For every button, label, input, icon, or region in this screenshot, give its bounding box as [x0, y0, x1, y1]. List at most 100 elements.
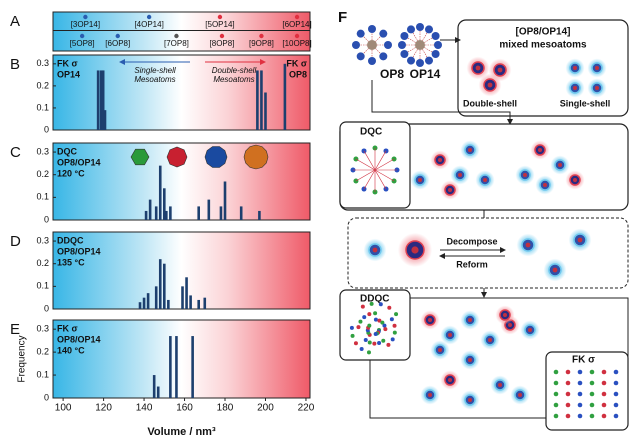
bar: [162, 188, 166, 220]
panel-background: [52, 11, 311, 52]
bar: [138, 302, 142, 309]
panel-note: OP8/OP14: [57, 246, 101, 256]
bar: [239, 206, 243, 220]
lattice-node: [565, 413, 571, 419]
mesoatom-core: [458, 173, 462, 177]
marker: [217, 14, 223, 20]
mesoatom-core: [468, 148, 472, 152]
marker-label: [6OP8]: [105, 39, 130, 48]
y-tick-label: 0.2: [36, 346, 49, 356]
lattice-node: [613, 413, 619, 419]
bar: [189, 295, 192, 309]
lattice-node: [577, 413, 583, 419]
dqc-label: DQC: [360, 127, 382, 138]
lattice-node: [392, 323, 397, 328]
lattice-node: [577, 402, 583, 408]
bar: [207, 199, 211, 220]
lattice-node: [601, 369, 607, 375]
lattice-node: [613, 369, 619, 375]
core: [367, 40, 377, 50]
lattice-node: [372, 341, 377, 346]
mesoatom-core: [558, 163, 562, 167]
lattice-node: [386, 342, 391, 347]
x-tick-label: 140: [136, 403, 153, 414]
bar: [167, 299, 170, 309]
mesoatom-core: [411, 246, 419, 254]
mesoatom-core: [475, 65, 481, 71]
bar: [154, 206, 158, 220]
molecule: [379, 29, 388, 38]
lattice-node: [601, 413, 607, 419]
lattice-node: [359, 346, 364, 351]
lattice-node: [377, 318, 382, 323]
lattice-node: [601, 402, 607, 408]
lattice-node: [589, 380, 595, 386]
bar: [156, 386, 160, 398]
y-tick-label: 0.1: [36, 281, 49, 291]
bar: [256, 70, 259, 130]
x-tick-label: 180: [217, 403, 234, 414]
marker-label: [9OP8]: [249, 39, 274, 48]
molecule: [431, 50, 440, 58]
bar: [158, 259, 162, 309]
mesoatom-core: [573, 66, 577, 70]
lattice-node: [367, 312, 372, 317]
molecule: [425, 56, 433, 65]
panel-background: [52, 54, 311, 131]
molecule: [407, 56, 415, 65]
bar: [103, 110, 107, 130]
lattice-node: [565, 402, 571, 408]
mesoatom-core: [573, 86, 577, 90]
molecule: [416, 59, 424, 67]
mesoatom-core: [538, 148, 542, 152]
lattice-node: [613, 391, 619, 397]
lattice-node: [356, 325, 361, 330]
lattice-node: [613, 380, 619, 386]
mesoatom-core: [448, 378, 452, 382]
fk-label: FK σ: [572, 355, 595, 366]
panel-note: OP8/OP14: [57, 157, 101, 167]
marker: [219, 33, 225, 39]
lattice-node: [381, 338, 386, 343]
y-tick-label: 0: [44, 303, 49, 313]
decompose-label: Decompose: [446, 236, 497, 246]
lattice-node: [577, 391, 583, 397]
x-tick-label: 220: [298, 403, 315, 414]
panel-note: FK σ: [286, 58, 307, 68]
lattice-node: [589, 413, 595, 419]
bar: [203, 297, 207, 309]
bar: [169, 206, 172, 220]
molecule: [398, 41, 406, 49]
lattice-node: [589, 402, 595, 408]
single-shell-label: Single-shell: [560, 98, 611, 108]
mixed-label: mixed mesoatoms: [499, 40, 587, 51]
lattice-bond: [374, 158, 395, 171]
polyhedron-icon: [243, 144, 269, 170]
marker: [146, 14, 152, 20]
molecule: [425, 25, 433, 34]
mesoatom-core: [595, 66, 599, 70]
lattice-node: [382, 323, 387, 328]
y-tick-label: 0.1: [36, 192, 49, 202]
marker: [83, 14, 88, 20]
box: [457, 19, 629, 117]
marker: [259, 33, 264, 39]
y-tick-label: 0.1: [36, 369, 49, 379]
lattice-bond: [374, 169, 387, 190]
bar: [146, 293, 150, 309]
y-tick-label: 0: [44, 124, 49, 134]
lattice-node: [565, 369, 571, 375]
arrow-label: Double-shell: [212, 66, 257, 75]
lattice-node: [394, 312, 399, 317]
connector: [371, 80, 513, 125]
bar: [175, 336, 178, 398]
mesoatom-core: [438, 158, 442, 162]
lattice-node: [392, 330, 397, 335]
y-tick-label: 0.1: [36, 102, 49, 112]
lattice-node: [601, 391, 607, 397]
schematic: F OP8 OP14 [OP8/OP14] mixed mesoatoms Do…: [338, 9, 629, 431]
ddqc-label: DDQC: [360, 294, 389, 305]
lattice-node: [349, 325, 354, 330]
panel-note: 140 °C: [57, 345, 85, 355]
mesoatom-core: [428, 318, 432, 322]
